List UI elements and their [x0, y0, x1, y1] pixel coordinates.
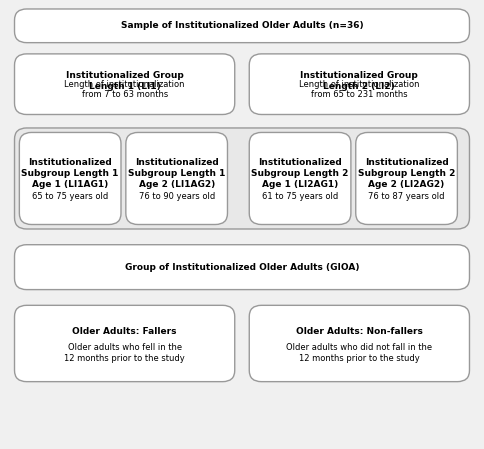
- Text: Older adults who fell in the
12 months prior to the study: Older adults who fell in the 12 months p…: [64, 343, 185, 363]
- FancyBboxPatch shape: [126, 132, 227, 224]
- Text: Institutionalized Group
Length 1 (LI1): Institutionalized Group Length 1 (LI1): [66, 71, 183, 91]
- FancyBboxPatch shape: [356, 132, 457, 224]
- Text: 61 to 75 years old: 61 to 75 years old: [262, 193, 338, 202]
- FancyBboxPatch shape: [15, 54, 235, 114]
- Text: 76 to 87 years old: 76 to 87 years old: [368, 193, 445, 202]
- FancyBboxPatch shape: [15, 128, 469, 229]
- Text: Older Adults: Non-fallers: Older Adults: Non-fallers: [296, 327, 423, 336]
- FancyBboxPatch shape: [249, 54, 469, 114]
- FancyBboxPatch shape: [15, 9, 469, 43]
- Text: 76 to 90 years old: 76 to 90 years old: [138, 193, 215, 202]
- Text: Length of institutionalization
from 7 to 63 months: Length of institutionalization from 7 to…: [64, 79, 185, 99]
- FancyBboxPatch shape: [19, 132, 121, 224]
- Text: 65 to 75 years old: 65 to 75 years old: [32, 193, 108, 202]
- Text: Sample of Institutionalized Older Adults (n=36): Sample of Institutionalized Older Adults…: [121, 21, 363, 31]
- FancyBboxPatch shape: [249, 305, 469, 382]
- Text: Institutionalized Group
Length 2 (LI2): Institutionalized Group Length 2 (LI2): [301, 71, 418, 91]
- Text: Institutionalized
Subgroup Length 1
Age 2 (LI1AG2): Institutionalized Subgroup Length 1 Age …: [128, 158, 226, 189]
- Text: Institutionalized
Subgroup Length 1
Age 1 (LI1AG1): Institutionalized Subgroup Length 1 Age …: [21, 158, 119, 189]
- FancyBboxPatch shape: [15, 245, 469, 290]
- Text: Institutionalized
Subgroup Length 2
Age 1 (LI2AG1): Institutionalized Subgroup Length 2 Age …: [251, 158, 349, 189]
- Text: Institutionalized
Subgroup Length 2
Age 2 (LI2AG2): Institutionalized Subgroup Length 2 Age …: [358, 158, 455, 189]
- FancyBboxPatch shape: [249, 132, 351, 224]
- FancyBboxPatch shape: [15, 305, 235, 382]
- Text: Group of Institutionalized Older Adults (GIOA): Group of Institutionalized Older Adults …: [125, 263, 359, 272]
- Text: Older adults who did not fall in the
12 months prior to the study: Older adults who did not fall in the 12 …: [287, 343, 432, 363]
- Text: Older Adults: Fallers: Older Adults: Fallers: [73, 327, 177, 336]
- Text: Length of institutionalization
from 65 to 231 months: Length of institutionalization from 65 t…: [299, 79, 420, 99]
